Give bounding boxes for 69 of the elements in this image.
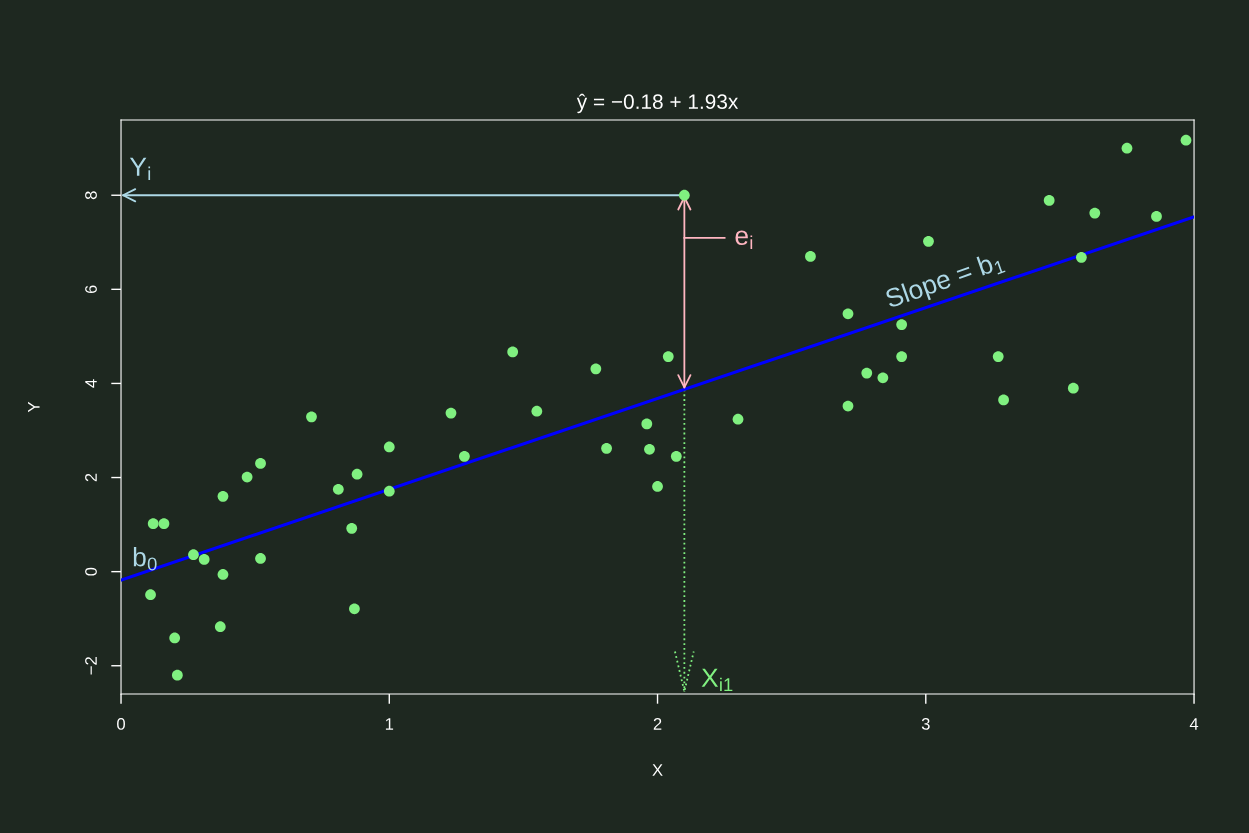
point [306, 411, 317, 423]
point [169, 632, 181, 644]
point [351, 468, 363, 480]
point [255, 553, 266, 564]
point [241, 471, 253, 483]
point [158, 518, 170, 530]
point [1043, 195, 1055, 206]
point [896, 319, 908, 330]
point [1089, 207, 1101, 219]
point [445, 407, 457, 419]
annotation: Slope = b$_{1}$ [884, 249, 1006, 314]
x-axis-title: X [652, 764, 663, 776]
annotation: X$_{i1}$ [701, 668, 733, 692]
point [188, 549, 199, 561]
y-tick-label: 8 [85, 191, 97, 200]
point [507, 346, 519, 358]
point [332, 483, 344, 495]
point [601, 442, 612, 454]
point [842, 308, 854, 320]
point [670, 450, 682, 462]
point [1121, 142, 1133, 154]
point [998, 394, 1009, 406]
y-tick-label: 6 [85, 285, 97, 294]
point [1067, 382, 1079, 394]
point [732, 413, 744, 425]
point [171, 669, 183, 681]
point [861, 367, 873, 379]
point [383, 485, 395, 497]
point [459, 450, 470, 462]
annotation: b$_{0}$ [133, 547, 157, 571]
point [652, 481, 663, 492]
point [896, 351, 908, 362]
x-tick-label: 2 [653, 718, 662, 730]
annotation: e$_{i}$ [735, 230, 753, 249]
point [641, 418, 653, 430]
y-tick-label: 2 [85, 473, 97, 482]
point [877, 372, 889, 384]
point [349, 603, 360, 615]
point [217, 569, 229, 580]
annotation: Y$_{i}$ [129, 157, 151, 180]
point [346, 522, 358, 534]
x-tick-label: 0 [117, 718, 126, 730]
point [1180, 134, 1192, 146]
point [842, 400, 854, 412]
point [590, 363, 602, 375]
point [992, 351, 1004, 362]
point [644, 443, 655, 455]
x-tick-label: 4 [1189, 718, 1199, 730]
y-tick-label: 4 [85, 379, 97, 388]
point [1151, 211, 1162, 222]
point [217, 490, 229, 502]
point [923, 235, 934, 247]
y-tick-label: 0 [85, 567, 97, 576]
point [198, 554, 210, 565]
y-axis-title: Y [28, 401, 40, 413]
y-tick-label: −2 [85, 657, 97, 675]
point [214, 621, 226, 633]
point [255, 458, 266, 469]
point [678, 189, 690, 201]
point [145, 589, 156, 601]
point [805, 251, 816, 262]
point [662, 351, 674, 362]
point [383, 441, 395, 453]
chart-title: ŷ = −0.18 + 1.93x [576, 93, 739, 114]
x-tick-label: 1 [385, 718, 394, 730]
point [531, 405, 543, 417]
point [147, 518, 159, 530]
x-tick-label: 3 [921, 718, 930, 730]
point [1076, 251, 1087, 263]
